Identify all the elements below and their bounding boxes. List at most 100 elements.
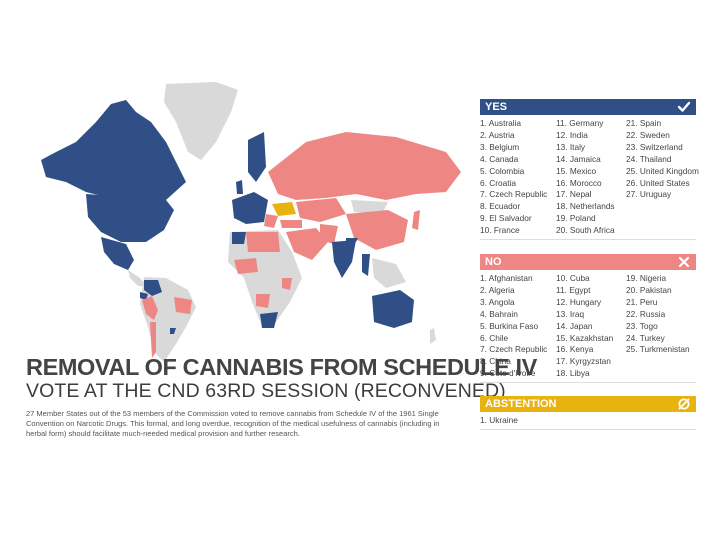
world-vote-map bbox=[41, 82, 461, 362]
list-item: 12. India bbox=[556, 129, 588, 140]
list-item: 25. United Kingdom bbox=[626, 165, 699, 176]
list-item: 25. Turkmenistan bbox=[626, 344, 690, 355]
list-item: 22. Sweden bbox=[626, 129, 670, 140]
colombia bbox=[144, 280, 162, 296]
cross-icon bbox=[678, 256, 690, 268]
list-item: 21. Spain bbox=[626, 118, 662, 128]
list-item: 1. Ukraine bbox=[480, 415, 518, 425]
north-america-north bbox=[41, 100, 186, 204]
list-item: 19. Nigeria bbox=[626, 273, 667, 283]
list-item: 17. Nepal bbox=[556, 189, 592, 200]
list-item: 8. China bbox=[480, 356, 511, 367]
abstention-panel: ABSTENTION 1. Ukraine bbox=[480, 396, 696, 430]
yes-label: YES bbox=[485, 101, 508, 113]
list-item: 15. Mexico bbox=[556, 165, 597, 176]
list-item: 18. Netherlands bbox=[556, 201, 615, 212]
list-item: 9. Côte d'Ivoire bbox=[480, 368, 536, 379]
abstention-list: 1. Ukraine bbox=[480, 412, 696, 427]
list-item: 17. Kyrgyzstan bbox=[556, 356, 611, 367]
list-item: 14. Jamaica bbox=[556, 153, 601, 164]
list-item: 27. Uruguay bbox=[626, 189, 672, 200]
brazil-patch bbox=[174, 297, 192, 314]
australia bbox=[372, 290, 414, 328]
list-item: 20. Pakistan bbox=[626, 284, 672, 295]
divider bbox=[480, 239, 696, 241]
scandinavia bbox=[248, 132, 266, 182]
eastern-europe-patch bbox=[264, 214, 278, 228]
no-header: NO bbox=[480, 254, 696, 270]
no-panel: NO 1. Afghanistan 2. Algeria 3. Angola 4… bbox=[480, 254, 696, 384]
no-label: NO bbox=[485, 256, 502, 268]
thailand bbox=[362, 254, 370, 276]
ecuador bbox=[140, 292, 148, 300]
abstention-label: ABSTENTION bbox=[485, 398, 557, 410]
united-states bbox=[86, 194, 174, 242]
list-item: 12. Hungary bbox=[556, 296, 602, 307]
divider bbox=[480, 428, 696, 430]
list-item: 8. Ecuador bbox=[480, 201, 521, 212]
list-item: 11. Germany bbox=[556, 118, 604, 128]
list-item: 10. Cuba bbox=[556, 273, 590, 283]
list-item: 15. Kazakhstan bbox=[556, 332, 614, 343]
west-africa-no bbox=[234, 258, 258, 274]
list-item: 10. France bbox=[480, 225, 520, 236]
yes-header: YES bbox=[480, 99, 696, 115]
russia bbox=[268, 132, 461, 200]
list-item: 21. Peru bbox=[626, 296, 658, 307]
list-item: 13. Italy bbox=[556, 141, 586, 152]
list-item: 20. South Africa bbox=[556, 225, 615, 236]
list-item: 5. Burkina Faso bbox=[480, 320, 539, 331]
list-item: 3. Belgium bbox=[480, 141, 520, 152]
turkey bbox=[280, 220, 302, 228]
morocco bbox=[232, 232, 246, 244]
central-america bbox=[128, 270, 146, 286]
description: 27 Member States out of the 53 members o… bbox=[26, 409, 440, 438]
list-item: 7. Czech Republic bbox=[480, 344, 548, 355]
mexico bbox=[101, 237, 134, 270]
divider bbox=[480, 382, 696, 384]
empty-set-icon bbox=[678, 398, 690, 410]
no-list: 1. Afghanistan 2. Algeria 3. Angola 4. B… bbox=[480, 270, 696, 380]
yes-panel: YES 1. Australia 2. Austria 3. Belgium 4… bbox=[480, 99, 699, 241]
list-item: 7. Czech Republic bbox=[480, 189, 548, 200]
uruguay bbox=[170, 328, 176, 334]
peru bbox=[142, 296, 158, 320]
chile bbox=[150, 322, 156, 358]
list-item: 6. Croatia bbox=[480, 177, 516, 188]
list-item: 5. Colombia bbox=[480, 165, 525, 176]
list-item: 11. Egypt bbox=[556, 284, 591, 295]
china bbox=[346, 210, 408, 250]
abstention-header: ABSTENTION bbox=[480, 396, 696, 412]
western-europe bbox=[232, 192, 268, 224]
yes-list: 1. Australia 2. Austria 3. Belgium 4. Ca… bbox=[480, 115, 699, 237]
list-item: 2. Austria bbox=[480, 129, 515, 140]
middle-east bbox=[286, 228, 328, 260]
list-item: 18. Libya bbox=[556, 368, 590, 379]
kazakhstan bbox=[296, 198, 346, 222]
list-item: 24. Thailand bbox=[626, 153, 672, 164]
list-item: 6. Chile bbox=[480, 332, 509, 343]
list-item: 9. El Salvador bbox=[480, 213, 532, 224]
list-item: 14. Japan bbox=[556, 320, 593, 331]
list-item: 13. Iraq bbox=[556, 308, 585, 319]
south-africa bbox=[260, 312, 278, 328]
list-item: 23. Togo bbox=[626, 320, 658, 331]
uk bbox=[236, 180, 243, 194]
list-item: 23. Switzerland bbox=[626, 141, 683, 152]
japan bbox=[412, 210, 420, 230]
greenland bbox=[164, 82, 238, 160]
checkmark-icon bbox=[677, 101, 691, 112]
list-item: 26. United States bbox=[626, 177, 690, 188]
kenya bbox=[282, 278, 292, 290]
list-item: 24. Turkey bbox=[626, 332, 665, 343]
pakistan-afghanistan bbox=[320, 224, 338, 244]
list-item: 1. Afghanistan bbox=[480, 273, 533, 283]
africa bbox=[228, 230, 302, 326]
list-item: 4. Canada bbox=[480, 153, 519, 164]
angola bbox=[256, 294, 270, 308]
india bbox=[332, 240, 356, 278]
list-item: 16. Morocco bbox=[556, 177, 602, 188]
nepal bbox=[346, 238, 358, 242]
list-item: 1. Australia bbox=[480, 118, 522, 128]
page-subtitle: VOTE AT THE CND 63RD SESSION (RECONVENED… bbox=[26, 380, 506, 402]
